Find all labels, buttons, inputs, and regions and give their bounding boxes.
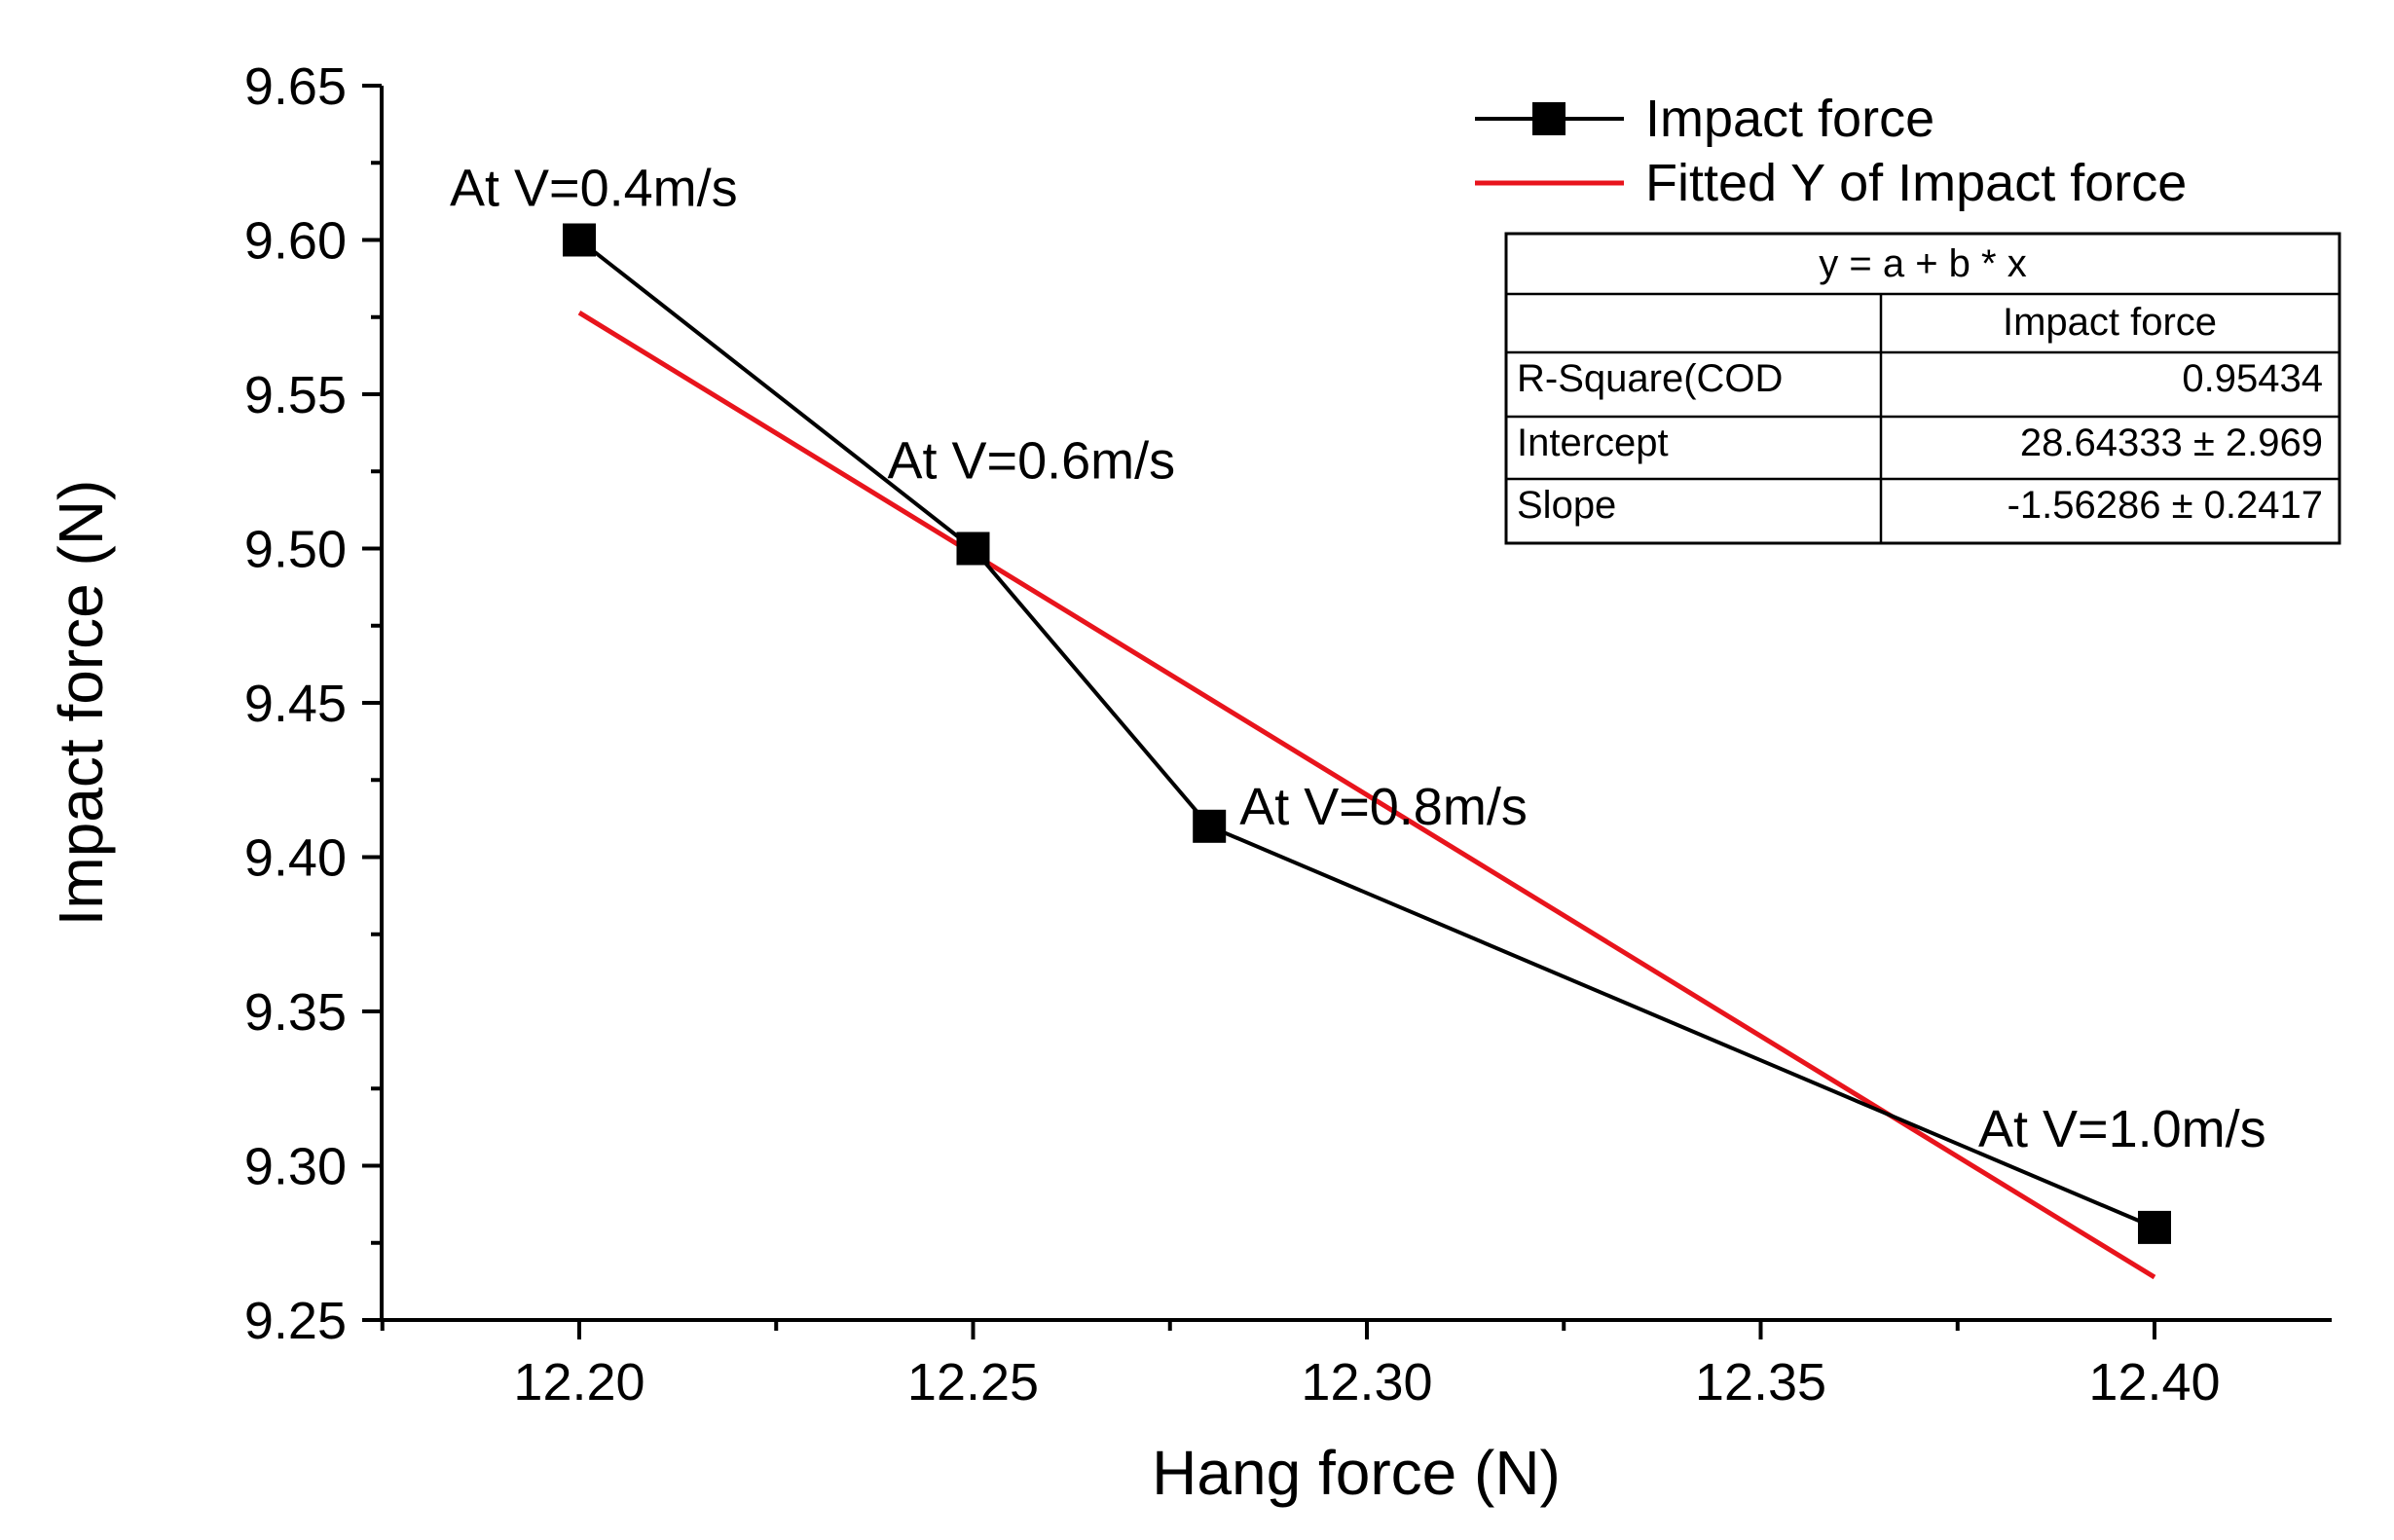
impact-force-series: [563, 223, 2171, 1244]
legend: Impact force Fitted Y of Impact force: [1475, 90, 2187, 212]
fit-row-value: 28.64333 ± 2.969: [2020, 422, 2323, 464]
x-axis-title: Hang force (N): [1152, 1438, 1561, 1508]
y-ticks: 9.25 9.30 9.35 9.40 9.45 9.50 9.55 9.60 9.65: [244, 57, 382, 1350]
data-line-segment: [1208, 824, 2155, 1229]
data-point-marker: [2138, 1210, 2171, 1244]
fit-row-label: R-Square(COD: [1517, 357, 1783, 400]
point-annotation: At V=0.8m/s: [1239, 778, 1528, 836]
x-tick-label: 12.30: [1301, 1353, 1432, 1412]
data-point-marker: [1193, 809, 1227, 843]
fit-row-label: Intercept: [1517, 422, 1669, 464]
y-tick-label: 9.45: [244, 675, 347, 733]
point-annotation: At V=0.6m/s: [888, 432, 1176, 491]
y-tick-label: 9.25: [244, 1292, 347, 1350]
data-point-marker: [563, 223, 596, 257]
x-tick-label: 12.40: [2088, 1353, 2220, 1412]
y-axis-title: Impact force (N): [46, 480, 116, 927]
y-tick-label: 9.40: [244, 829, 347, 888]
legend-entry-impact-force: Impact force: [1475, 90, 1934, 148]
fit-row-value: 0.95434: [2182, 357, 2323, 400]
axes: 9.25 9.30 9.35 9.40 9.45 9.50 9.55 9.60 9.65 12.…: [244, 57, 2332, 1412]
y-tick-label: 9.60: [244, 212, 347, 271]
point-annotation: At V=0.4m/s: [450, 160, 738, 218]
x-tick-label: 12.35: [1695, 1353, 1826, 1412]
fit-table-border: [1504, 232, 2341, 545]
fit-stats-table: y = a + b * x Impact force R-Square(COD …: [1504, 232, 2341, 545]
fit-row-label: Slope: [1517, 484, 1616, 527]
legend-entry-fitted: Fitted Y of Impact force: [1475, 154, 2187, 212]
y-tick-label: 9.65: [244, 57, 347, 116]
y-tick-label: 9.30: [244, 1138, 347, 1196]
y-tick-label: 9.50: [244, 521, 347, 579]
legend-marker-impact-force: [1532, 102, 1565, 135]
fit-equation: y = a + b * x: [1819, 242, 2026, 285]
x-tick-label: 12.20: [513, 1353, 645, 1412]
data-line-segment: [577, 238, 975, 551]
legend-label-impact-force: Impact force: [1645, 90, 1934, 148]
data-point-marker: [956, 532, 990, 566]
y-tick-label: 9.35: [244, 983, 347, 1042]
point-annotations: At V=0.4m/s At V=0.6m/s At V=0.8m/s At V=1.…: [450, 160, 2266, 1158]
legend-label-fitted: Fitted Y of Impact force: [1645, 154, 2187, 212]
data-line-segment: [971, 547, 1211, 828]
y-tick-label: 9.55: [244, 366, 347, 424]
fit-row-value: -1.56286 ± 0.2417: [2007, 484, 2323, 527]
x-tick-label: 12.25: [907, 1353, 1039, 1412]
fit-column-header: Impact force: [2003, 301, 2217, 344]
x-ticks: 12.20 12.25 12.30 12.35 12.40: [380, 1320, 2221, 1412]
point-annotation: At V=1.0m/s: [1978, 1100, 2266, 1158]
